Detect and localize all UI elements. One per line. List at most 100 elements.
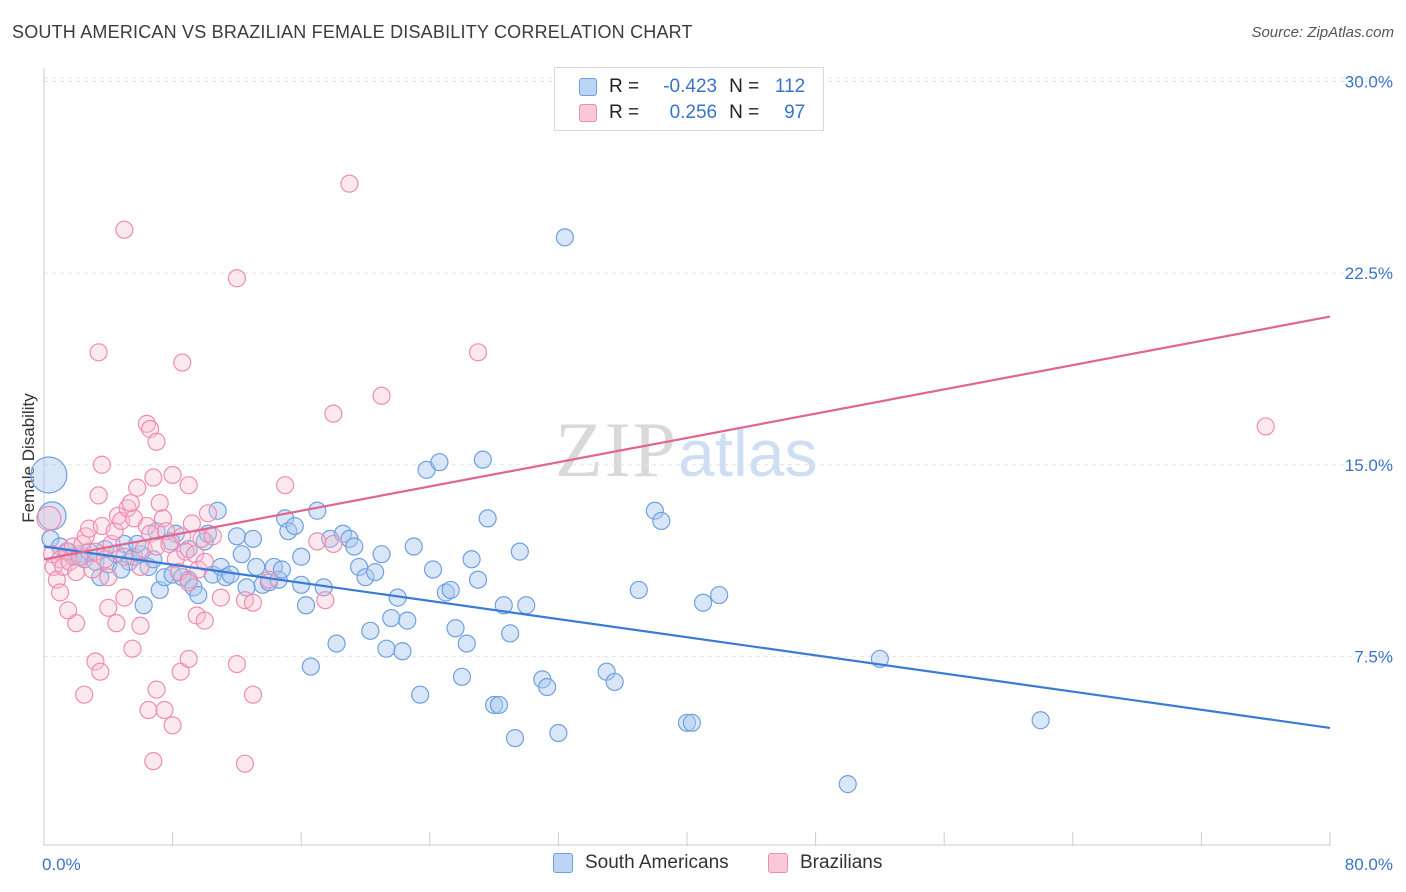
- brazilian-point: [115, 220, 134, 239]
- brazilian-point: [139, 700, 158, 720]
- brazilian-point: [173, 353, 192, 372]
- south-american-point: [292, 575, 311, 594]
- brazilian-point: [163, 716, 182, 735]
- south-american-point: [243, 529, 263, 548]
- y-tick-label: 7.5%: [1354, 647, 1393, 666]
- legend-r-value: 0.256: [669, 102, 718, 123]
- brazilian-point: [121, 493, 140, 513]
- south-american-point: [693, 593, 713, 612]
- south-american-point: [505, 729, 525, 748]
- y-tick-label: 22.5%: [1345, 264, 1393, 283]
- correlation-legend: R = -0.423 N = 112 R = 0.256 N = 97: [554, 67, 824, 131]
- brazilian-point: [211, 588, 230, 607]
- brazilian-point: [99, 598, 118, 617]
- brazilian-point: [468, 343, 488, 362]
- watermark-zip: ZIP: [555, 406, 678, 493]
- south-american-point: [423, 560, 443, 579]
- south-american-point: [494, 596, 513, 615]
- brazilian-point: [155, 700, 174, 720]
- brazilian-point: [308, 532, 327, 551]
- y-tick-label: 30.0%: [1345, 73, 1393, 92]
- brazilian-point: [92, 455, 111, 474]
- y-tick-label: 15.0%: [1345, 456, 1393, 475]
- south-american-point: [446, 619, 465, 638]
- legend-swatch-pink: [579, 104, 597, 122]
- south-american-point: [489, 695, 509, 715]
- south-american-point: [393, 642, 412, 661]
- south-american-point: [462, 550, 481, 569]
- series-swatch-pink: [768, 853, 788, 873]
- south-american-point: [441, 580, 460, 600]
- watermark-atlas: atlas: [678, 416, 818, 490]
- brazilian-point: [137, 414, 156, 433]
- brazilian-point: [276, 476, 295, 495]
- brazilian-point: [36, 505, 62, 532]
- south-american-point: [327, 634, 346, 653]
- south-american-point: [510, 542, 529, 561]
- brazilian-point: [123, 639, 142, 658]
- south-american-point: [296, 596, 316, 615]
- south-american-point: [430, 453, 449, 472]
- brazilian-point: [195, 611, 214, 630]
- south-american-point: [345, 537, 364, 556]
- series-legend: South Americans Brazilians: [0, 852, 1406, 876]
- south-american-point: [1031, 711, 1050, 730]
- south-american-point: [285, 516, 304, 536]
- series-legend-south-americans[interactable]: South Americans: [553, 852, 729, 874]
- south-american-point: [629, 580, 648, 600]
- brazilian-point: [50, 583, 70, 602]
- brazilian-trendline: [43, 315, 1331, 561]
- brazilian-point: [340, 174, 359, 193]
- brazilian-point: [128, 478, 147, 497]
- south-american-point: [838, 775, 857, 794]
- south-american-point: [682, 713, 701, 732]
- x-tick-label: 0.0%: [42, 855, 81, 874]
- y-axis-title: Female Disability: [19, 393, 38, 523]
- series-legend-brazilians[interactable]: Brazilians: [768, 852, 882, 874]
- south-american-point: [308, 501, 327, 520]
- brazilian-point: [144, 468, 163, 487]
- legend-r-label: R =: [609, 76, 640, 97]
- legend-n-value: 97: [784, 102, 806, 123]
- south-american-point: [356, 568, 375, 587]
- series-label: Brazilians: [800, 852, 883, 873]
- brazilian-point: [115, 588, 134, 607]
- south-american-point: [189, 585, 208, 605]
- brazilian-point: [227, 654, 246, 674]
- south-american-point: [457, 634, 476, 653]
- brazilian-point: [86, 652, 105, 671]
- source-credit: Source: ZipAtlas.com: [1251, 24, 1394, 41]
- south-american-point: [549, 723, 568, 743]
- brazilian-point: [1256, 417, 1275, 436]
- legend-n-label: N =: [729, 76, 760, 97]
- brazilian-point: [147, 432, 166, 451]
- brazilian-point: [186, 545, 205, 564]
- south-american-point: [232, 545, 251, 564]
- south-american-point: [645, 501, 664, 520]
- south-american-point: [398, 611, 417, 630]
- south-american-point: [377, 639, 396, 658]
- brazilian-point: [372, 386, 391, 405]
- brazilian-point: [163, 465, 182, 485]
- south-american-point: [710, 585, 729, 605]
- series-label: South Americans: [585, 852, 729, 873]
- brazilian-point: [147, 680, 166, 699]
- brazilian-point: [235, 754, 255, 773]
- south-american-point: [404, 537, 423, 556]
- brazilian-point: [243, 685, 263, 704]
- south-american-point: [349, 557, 369, 577]
- south-american-point: [301, 657, 320, 676]
- south-american-point: [538, 677, 557, 697]
- brazilian-point: [324, 534, 343, 554]
- chart-title: SOUTH AMERICAN VS BRAZILIAN FEMALE DISAB…: [12, 22, 693, 42]
- south-american-point: [361, 621, 380, 640]
- brazilian-point: [144, 752, 163, 771]
- brazilian-point: [83, 560, 102, 579]
- brazilian-point: [131, 557, 150, 577]
- south-american-point: [227, 527, 246, 546]
- south-american-point: [30, 456, 68, 494]
- brazilian-point: [316, 591, 335, 610]
- south-american-point: [411, 685, 430, 704]
- south-american-point: [292, 547, 311, 566]
